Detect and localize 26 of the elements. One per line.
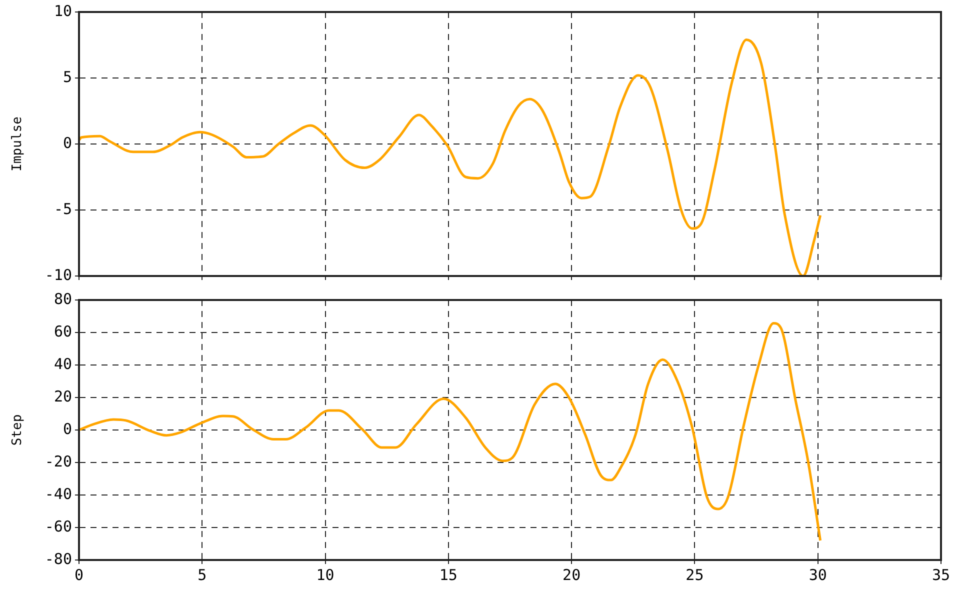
line-series (79, 38, 822, 276)
y-tick-label: 0 (62, 420, 72, 438)
y-axis-title: Step (10, 414, 26, 446)
x-tick-label: 25 (686, 566, 704, 584)
x-tick-label: 15 (439, 566, 458, 584)
x-tick-label: 5 (198, 566, 207, 584)
y-tick-label: -10 (44, 266, 72, 284)
y-tick-label: 5 (62, 68, 72, 86)
y-tick-label: 80 (54, 290, 72, 308)
y-tick-label: 0 (62, 134, 72, 152)
x-tick-label: 30 (808, 566, 827, 584)
y-tick-label: -5 (54, 200, 72, 218)
x-tick-label: 20 (562, 566, 581, 584)
y-tick-label: -80 (44, 550, 72, 568)
x-tick-label: 0 (74, 566, 84, 584)
y-tick-label: 60 (54, 322, 72, 340)
x-tick-label: 35 (932, 566, 950, 584)
x-tick-label: 10 (316, 566, 334, 584)
y-tick-label: -20 (44, 452, 72, 470)
y-tick-label: 40 (54, 354, 72, 373)
y-tick-label: 10 (54, 2, 72, 20)
y-tick-label: -60 (44, 517, 72, 536)
y-axis-title: Impulse (10, 116, 26, 172)
line-series (79, 322, 822, 542)
y-tick-label: -40 (44, 484, 72, 503)
y-tick-label: 20 (54, 387, 72, 406)
